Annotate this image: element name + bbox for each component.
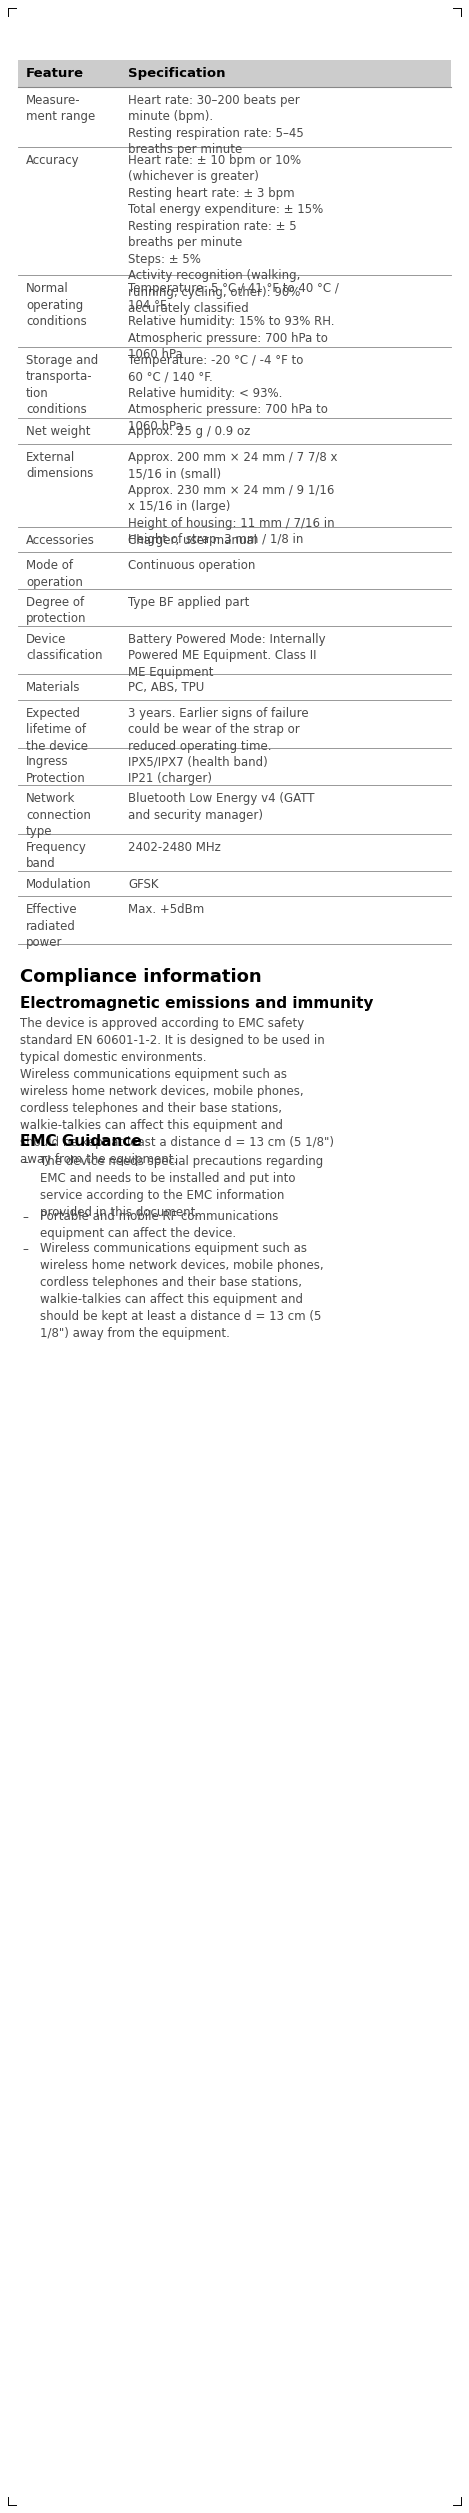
Text: Bluetooth Low Energy v4 (GATT
and security manager): Bluetooth Low Energy v4 (GATT and securi…: [128, 792, 315, 822]
Text: Device
classification: Device classification: [26, 633, 103, 663]
Text: Temperature: -20 °C / -4 °F to
60 °C / 140 °F.
Relative humidity: < 93%.
Atmosph: Temperature: -20 °C / -4 °F to 60 °C / 1…: [128, 354, 328, 432]
Text: Measure-
ment range: Measure- ment range: [26, 93, 95, 123]
Text: GFSK: GFSK: [128, 877, 159, 890]
Text: 2402-2480 MHz: 2402-2480 MHz: [128, 842, 221, 854]
Text: Frequency
band: Frequency band: [26, 842, 87, 869]
Text: Effective
radiated
power: Effective radiated power: [26, 902, 78, 950]
Text: Accessories: Accessories: [26, 533, 95, 545]
Text: EMC Guidance: EMC Guidance: [20, 1133, 142, 1148]
Text: Wireless communications equipment such as
wireless home network devices, mobile : Wireless communications equipment such a…: [40, 1241, 324, 1339]
Text: PC, ABS, TPU: PC, ABS, TPU: [128, 681, 204, 694]
Text: The device is approved according to EMC safety
standard EN 60601-1-2. It is desi: The device is approved according to EMC …: [20, 1018, 334, 1166]
Text: Normal
operating
conditions: Normal operating conditions: [26, 281, 87, 329]
Text: Materials: Materials: [26, 681, 81, 694]
Text: The device needs special precautions regarding
EMC and needs to be installed and: The device needs special precautions reg…: [40, 1156, 323, 1219]
Text: Portable and mobile RF communications
equipment can affect the device.: Portable and mobile RF communications eq…: [40, 1211, 279, 1241]
Text: Ingress
Protection: Ingress Protection: [26, 756, 86, 784]
Text: Compliance information: Compliance information: [20, 968, 262, 988]
Text: Type BF applied part: Type BF applied part: [128, 596, 250, 608]
Text: Mode of
operation: Mode of operation: [26, 558, 83, 588]
Text: 3 years. Earlier signs of failure
could be wear of the strap or
reduced operatin: 3 years. Earlier signs of failure could …: [128, 706, 309, 754]
Text: IPX5/IPX7 (health band)
IP21 (charger): IPX5/IPX7 (health band) IP21 (charger): [128, 756, 268, 784]
Text: Battery Powered Mode: Internally
Powered ME Equipment. Class II
ME Equipment: Battery Powered Mode: Internally Powered…: [128, 633, 325, 679]
Text: Network
connection
type: Network connection type: [26, 792, 91, 839]
Text: –: –: [22, 1156, 28, 1169]
Text: Specification: Specification: [128, 68, 226, 80]
Text: Storage and
transporta-
tion
conditions: Storage and transporta- tion conditions: [26, 354, 98, 417]
Text: Net weight: Net weight: [26, 425, 91, 437]
Text: Heart rate: ± 10 bpm or 10%
(whichever is greater)
Resting heart rate: ± 3 bpm
T: Heart rate: ± 10 bpm or 10% (whichever i…: [128, 153, 323, 314]
Text: Approx. 200 mm × 24 mm / 7 7/8 x
15/16 in (small)
Approx. 230 mm × 24 mm / 9 1/1: Approx. 200 mm × 24 mm / 7 7/8 x 15/16 i…: [128, 450, 338, 545]
Text: Feature: Feature: [26, 68, 84, 80]
Text: External
dimensions: External dimensions: [26, 450, 93, 480]
Text: Accuracy: Accuracy: [26, 153, 80, 166]
Text: Temperature: 5 °C / 41 °F to 40 °C /
104 °F.
Relative humidity: 15% to 93% RH.
A: Temperature: 5 °C / 41 °F to 40 °C / 104…: [128, 281, 339, 362]
Text: –: –: [22, 1211, 28, 1224]
Text: Expected
lifetime of
the device: Expected lifetime of the device: [26, 706, 88, 754]
Text: Electromagnetic emissions and immunity: Electromagnetic emissions and immunity: [20, 995, 373, 1010]
Text: Approx. 25 g / 0.9 oz: Approx. 25 g / 0.9 oz: [128, 425, 250, 437]
Bar: [18, 60, 451, 88]
Text: –: –: [22, 1244, 28, 1256]
Text: Degree of
protection: Degree of protection: [26, 596, 86, 626]
Text: Heart rate: 30–200 beats per
minute (bpm).
Resting respiration rate: 5–45
breath: Heart rate: 30–200 beats per minute (bpm…: [128, 93, 304, 156]
Text: Charger, user manual: Charger, user manual: [128, 533, 257, 545]
Text: Max. +5dBm: Max. +5dBm: [128, 902, 204, 917]
Text: Continuous operation: Continuous operation: [128, 558, 256, 573]
Text: Modulation: Modulation: [26, 877, 91, 890]
